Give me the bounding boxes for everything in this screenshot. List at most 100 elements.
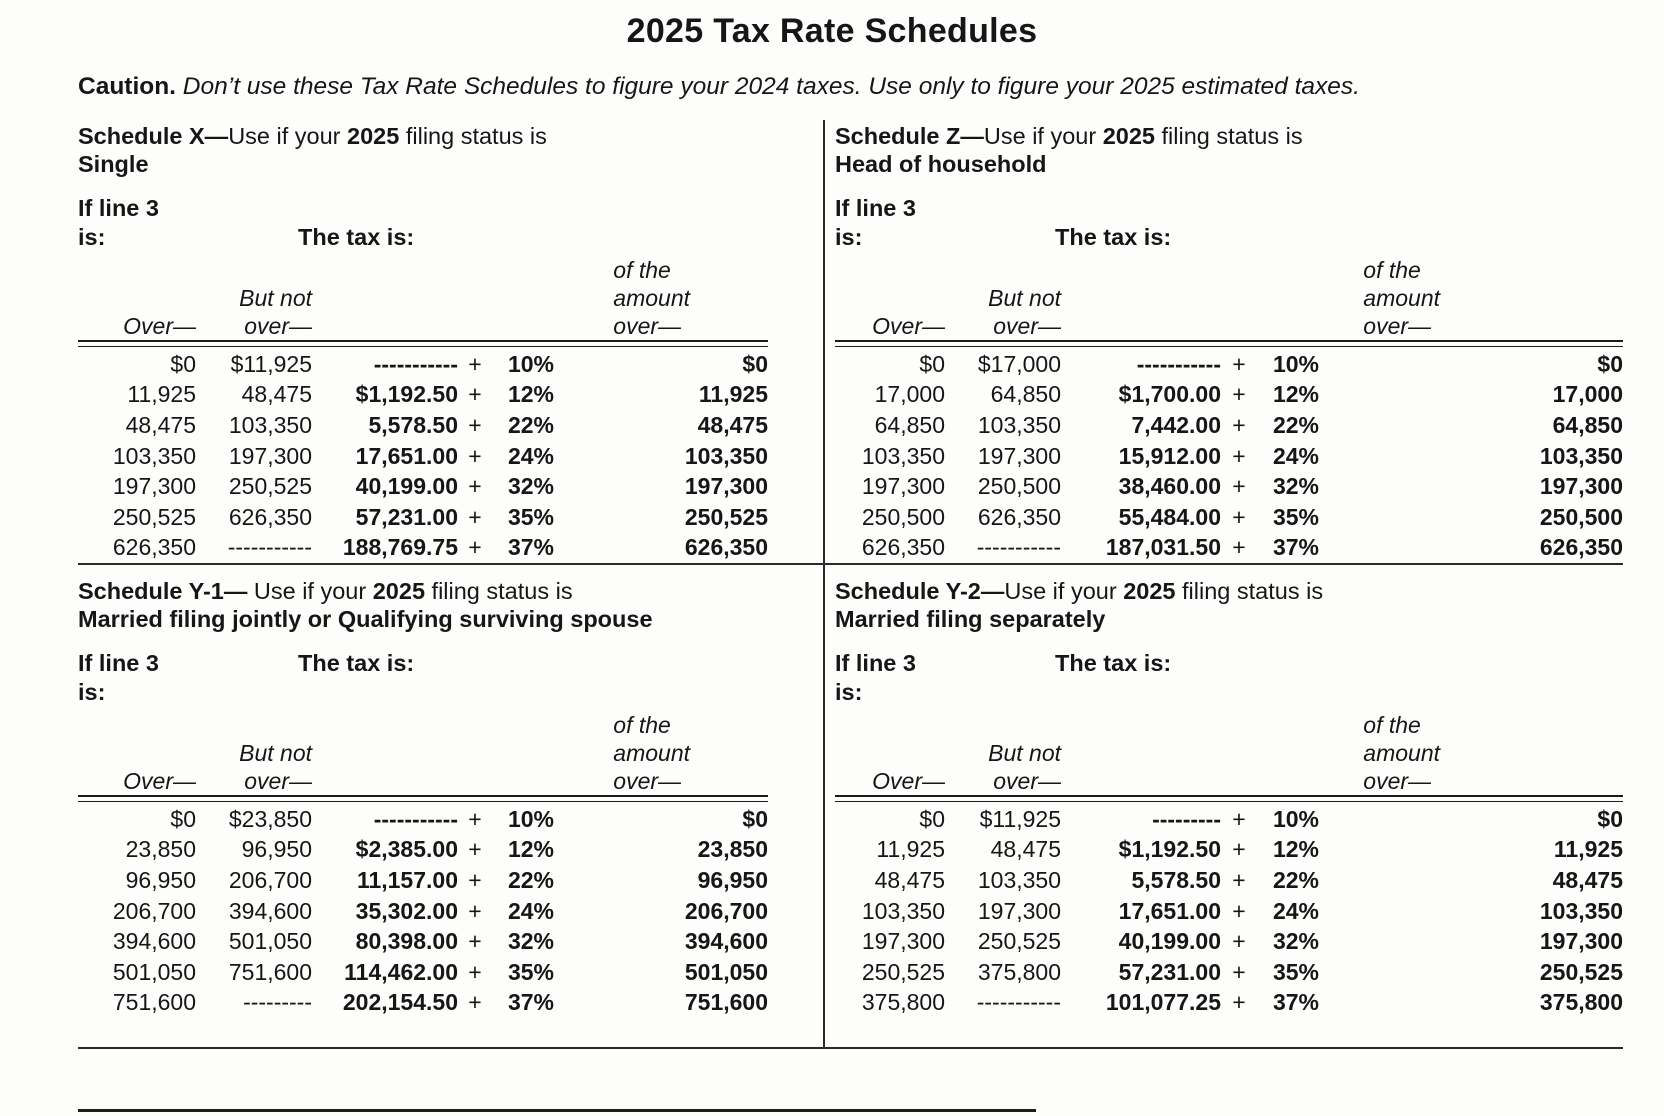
plus-sign: +: [468, 805, 482, 832]
bracket-but-not-over: 96,950: [241, 836, 312, 863]
amount-line2: amount: [1363, 740, 1440, 766]
tax-bracket-rows: $0 $11,925 ----------- +10% $0 11,925 48,475 $1…: [78, 349, 768, 563]
bracket-base-tax: 5,578.50: [1131, 866, 1221, 893]
bracket-of-amount-over: 96,950: [697, 866, 768, 893]
but-not-over-header: But not over—: [945, 739, 1061, 795]
bracket-rate: 22%: [1272, 866, 1319, 893]
of-amount-over-header: of the amount over—: [613, 256, 768, 340]
tax-bracket-row: 751,600 --------- 202,154.50 +37% 751,600: [78, 988, 768, 1019]
bracket-over: $0: [919, 350, 945, 377]
schedule-title-mid: Use if your: [228, 123, 348, 149]
plus-sign: +: [468, 503, 482, 530]
column-captions: If line 3 is: The tax is:: [835, 194, 1623, 252]
column-captions: If line 3 is: The tax is:: [78, 649, 768, 707]
schedule-title-mid: Use if your: [1004, 578, 1124, 604]
bracket-base-tax: 17,651.00: [1118, 897, 1221, 924]
over-header: Over—: [123, 313, 196, 339]
bracket-of-amount-over: 375,800: [1539, 989, 1623, 1016]
bracket-but-not-over: 250,525: [977, 928, 1061, 955]
amount-line2: amount: [613, 285, 690, 311]
tax-bracket-row: 48,475 103,350 5,578.50 +22% 48,475: [78, 410, 768, 441]
bracket-over: 103,350: [861, 442, 945, 469]
bracket-over: 197,300: [112, 473, 196, 500]
tax-bracket-row: 250,525 375,800 57,231.00 +35% 250,525: [835, 957, 1623, 988]
the-tax-is-caption: The tax is:: [1055, 224, 1172, 250]
bracket-but-not-over: 197,300: [977, 442, 1061, 469]
bracket-over: 103,350: [861, 897, 945, 924]
bracket-base-tax: 11,157.00: [356, 866, 458, 893]
but-not-line2: over—: [993, 313, 1061, 339]
bracket-of-amount-over: 751,600: [684, 989, 768, 1016]
but-not-over-header: But not over—: [196, 739, 312, 795]
plus-sign: +: [1232, 534, 1246, 561]
bracket-rate: 35%: [1272, 958, 1319, 985]
bracket-base-tax: 188,769.75: [342, 534, 458, 561]
bracket-but-not-over: $23,850: [228, 805, 312, 832]
bracket-of-amount-over: 197,300: [1539, 473, 1623, 500]
schedule-z-panel: Schedule Z—Use if your 2025 filing statu…: [835, 122, 1623, 563]
bracket-base-tax: $1,700.00: [1118, 381, 1221, 408]
amount-line3: over—: [1363, 313, 1432, 339]
bracket-base-tax: 187,031.50: [1105, 534, 1221, 561]
bracket-but-not-over: 375,800: [977, 958, 1061, 985]
bracket-but-not-over: 103,350: [228, 411, 312, 438]
schedule-title-mid: Use if your: [983, 123, 1103, 149]
table-header-rule: [835, 795, 1623, 802]
schedule-title-year: 2025: [372, 578, 426, 604]
caution-text: Don’t use these Tax Rate Schedules to fi…: [176, 73, 1360, 100]
but-not-line2: over—: [244, 768, 312, 794]
bracket-base-tax: -----------: [373, 805, 458, 832]
if-line-3-caption: If line 3 is:: [78, 194, 768, 252]
bracket-over: 103,350: [112, 442, 196, 469]
schedule-y2-panel: Schedule Y-2—Use if your 2025 filing sta…: [835, 577, 1623, 1018]
plus-sign: +: [1232, 866, 1246, 893]
schedule-title-suffix: filing status is: [399, 123, 547, 149]
bracket-over: 23,850: [125, 836, 196, 863]
plus-sign: +: [468, 442, 482, 469]
tax-bracket-rows: $0 $17,000 ----------- +10% $0 17,000 64,850 $1…: [835, 349, 1623, 563]
but-not-line1: But not: [239, 740, 312, 766]
column-captions: If line 3 is: The tax is:: [835, 649, 1623, 707]
tax-bracket-row: 626,350 ----------- 187,031.50 +37% 626,350: [835, 533, 1623, 564]
bracket-over: $0: [170, 350, 196, 377]
tax-bracket-row: 626,350 ----------- 188,769.75 +37% 626,350: [78, 533, 768, 564]
bracket-of-amount-over: 103,350: [684, 442, 768, 469]
bracket-over: 48,475: [125, 411, 196, 438]
bracket-over: 394,600: [112, 928, 196, 955]
bracket-but-not-over: -----------: [976, 534, 1061, 561]
bracket-rate: 35%: [507, 503, 554, 530]
bracket-rate: 37%: [507, 534, 554, 561]
bracket-base-tax: 40,199.00: [355, 473, 458, 500]
the-tax-is-caption: The tax is:: [298, 650, 415, 676]
bottom-horizontal-rule: [78, 1047, 1623, 1049]
bracket-base-tax: -----------: [373, 350, 458, 377]
bracket-base-tax: $1,192.50: [355, 381, 458, 408]
bracket-of-amount-over: 394,600: [684, 928, 768, 955]
plus-sign: +: [1232, 897, 1246, 924]
tax-bracket-row: 48,475 103,350 5,578.50 +22% 48,475: [835, 865, 1623, 896]
the-tax-is-caption: The tax is:: [1055, 650, 1172, 676]
bracket-over: 197,300: [861, 473, 945, 500]
column-subheaders: Over— But not over— of the amount over—: [78, 256, 768, 340]
schedule-title-year: 2025: [1102, 123, 1155, 149]
schedule-title: Schedule X—Use if your 2025 filing statu…: [78, 122, 768, 150]
bracket-rate: 12%: [507, 836, 554, 863]
bracket-but-not-over: 48,475: [990, 836, 1061, 863]
bracket-base-tax: 55,484.00: [1118, 503, 1221, 530]
bracket-but-not-over: $17,000: [977, 350, 1061, 377]
bracket-rate: 35%: [507, 958, 554, 985]
bracket-but-not-over: 64,850: [990, 381, 1061, 408]
plus-sign: +: [1232, 473, 1246, 500]
schedule-title-suffix: filing status is: [1155, 123, 1303, 149]
plus-sign: +: [1232, 989, 1246, 1016]
bracket-of-amount-over: 103,350: [1539, 897, 1623, 924]
bracket-base-tax: 80,398.00: [355, 928, 458, 955]
but-not-line2: over—: [244, 313, 312, 339]
bracket-base-tax: 38,460.00: [1118, 473, 1221, 500]
bracket-rate: 32%: [1272, 473, 1319, 500]
over-header: Over—: [872, 768, 945, 794]
plus-sign: +: [468, 958, 482, 985]
bracket-rate: 22%: [507, 866, 554, 893]
column-subheaders: Over— But not over— of the amount over—: [835, 256, 1623, 340]
